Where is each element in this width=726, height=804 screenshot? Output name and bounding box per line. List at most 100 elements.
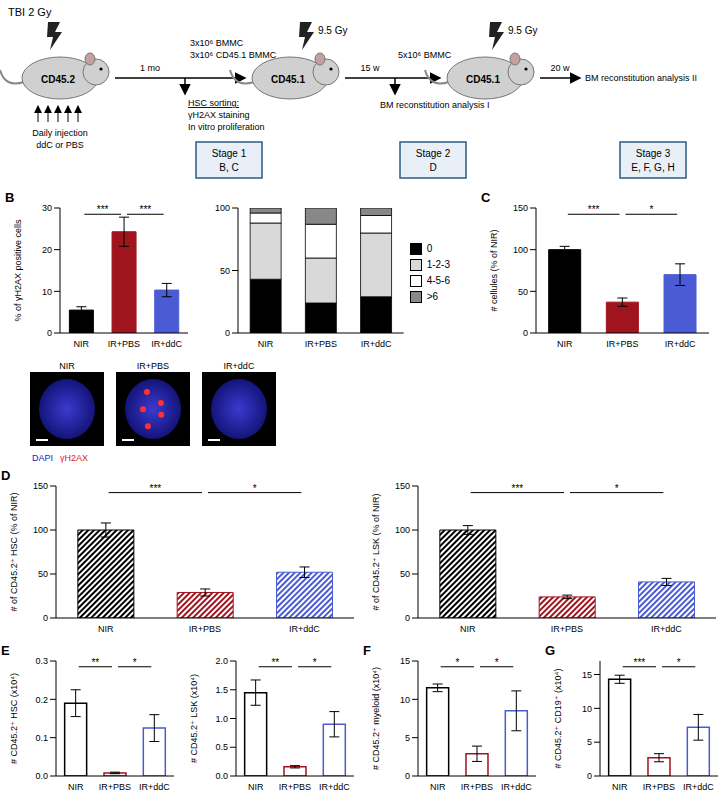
svg-text:γH2AX: γH2AX [60,453,88,463]
svg-text:Daily injection: Daily injection [32,128,88,138]
svg-text:100: 100 [215,203,230,213]
svg-text:50: 50 [38,569,48,579]
svg-text:DAPI: DAPI [32,453,53,463]
svg-text:TBI 2 Gy: TBI 2 Gy [8,6,52,18]
svg-text:NIR: NIR [68,782,84,792]
svg-text:***: *** [149,483,161,494]
svg-text:150: 150 [33,481,48,491]
svg-text:10: 10 [582,704,592,714]
svg-text:CD45.2: CD45.2 [41,74,75,85]
svg-text:***: *** [588,204,600,215]
svg-text:HSC sorting:: HSC sorting: [188,98,239,108]
svg-text:IR+PBS: IR+PBS [99,782,131,792]
svg-text:0: 0 [47,328,52,338]
svg-text:ddC or PBS: ddC or PBS [36,140,84,150]
svg-text:IR+ddC: IR+ddC [289,624,320,634]
svg-text:0.2: 0.2 [35,695,48,705]
svg-text:0.0: 0.0 [215,771,228,781]
svg-text:IR+PBS: IR+PBS [643,782,675,792]
svg-text:*: * [649,204,653,215]
svg-text:IR+PBS: IR+PBS [461,782,493,792]
svg-text:IR+PBS: IR+PBS [279,782,311,792]
svg-text:# CD45.2⁺ HSC (x10⁴): # CD45.2⁺ HSC (x10⁴) [9,673,19,764]
svg-text:% of γH2AX positive cells: % of γH2AX positive cells [13,219,23,322]
svg-text:# CD45.2⁺ CD19⁺ (x10⁴): # CD45.2⁺ CD19⁺ (x10⁴) [553,669,563,769]
svg-text:NIR: NIR [557,339,573,349]
svg-text:***: *** [633,657,645,668]
svg-text:15: 15 [582,670,592,680]
svg-text:0.1: 0.1 [35,733,48,743]
svg-text:100: 100 [395,525,410,535]
svg-text:IR+ddC: IR+ddC [151,339,182,349]
svg-text:BM reconstitution analysis II: BM reconstitution analysis II [585,73,697,83]
svg-text:3x10⁶ BMMC: 3x10⁶ BMMC [190,38,244,48]
svg-text:IR+ddC: IR+ddC [224,361,255,371]
svg-text:*: * [253,483,257,494]
svg-text:# CD45.2⁺ myeloid (x10⁴): # CD45.2⁺ myeloid (x10⁴) [371,667,381,770]
svg-text:NIR: NIR [248,782,264,792]
svg-text:50: 50 [220,266,230,276]
svg-text:**: ** [271,657,279,668]
svg-text:1 mo: 1 mo [140,63,160,73]
svg-text:2.0: 2.0 [215,656,228,666]
svg-text:15: 15 [400,656,410,666]
svg-text:Stage 1: Stage 1 [212,148,247,159]
svg-text:0: 0 [43,613,48,623]
svg-text:CD45.1: CD45.1 [466,74,500,85]
svg-text:***: *** [97,204,109,215]
svg-text:100: 100 [513,245,528,255]
svg-text:0: 0 [523,328,528,338]
svg-text:NIR: NIR [258,339,274,349]
svg-text:**: ** [91,657,99,668]
svg-text:# cellules (% of NIR): # cellules (% of NIR) [489,229,499,311]
svg-text:0.3: 0.3 [35,656,48,666]
svg-text:150: 150 [513,203,528,213]
svg-text:CD45.1: CD45.1 [271,74,305,85]
svg-text:150: 150 [395,481,410,491]
svg-text:IR+PBS: IR+PBS [189,624,221,634]
svg-text:E, F, G, H: E, F, G, H [631,162,674,173]
svg-text:30: 30 [42,203,52,213]
svg-text:*: * [133,657,137,668]
svg-text:IR+PBS: IR+PBS [137,361,169,371]
svg-text:100: 100 [33,525,48,535]
svg-text:Stage 3: Stage 3 [636,148,671,159]
svg-text:Stage 2: Stage 2 [416,148,451,159]
svg-text:γH2AX staining: γH2AX staining [188,110,250,120]
svg-text:5: 5 [587,737,592,747]
svg-text:0: 0 [405,771,410,781]
svg-text:50: 50 [518,287,528,297]
svg-text:3x10⁶ CD45.1 BMMC: 3x10⁶ CD45.1 BMMC [190,50,277,60]
svg-text:0: 0 [225,328,230,338]
svg-text:*: * [455,657,459,668]
svg-text:IR+PBS: IR+PBS [551,624,583,634]
svg-text:***: *** [511,483,523,494]
svg-text:IR+ddC: IR+ddC [139,782,170,792]
svg-text:1.0: 1.0 [215,714,228,724]
svg-text:NIR: NIR [59,361,75,371]
svg-text:NIR: NIR [98,624,114,634]
svg-text:15 w: 15 w [360,63,380,73]
svg-text:*: * [313,657,317,668]
svg-text:In vitro proliferation: In vitro proliferation [188,122,265,132]
svg-text:0: 0 [405,613,410,623]
svg-text:20 w: 20 w [550,63,570,73]
svg-text:5x10⁶ BMMC: 5x10⁶ BMMC [398,50,452,60]
svg-text:D: D [429,162,436,173]
svg-text:5: 5 [405,733,410,743]
svg-text:# of CD45.2⁺ HSC (% of NIR): # of CD45.2⁺ HSC (% of NIR) [9,493,19,612]
svg-text:10: 10 [400,695,410,705]
svg-text:*: * [615,483,619,494]
svg-text:NIR: NIR [612,782,628,792]
svg-text:20: 20 [42,245,52,255]
svg-text:*: * [495,657,499,668]
svg-text:NIR: NIR [74,339,90,349]
svg-text:9.5 Gy: 9.5 Gy [508,25,537,36]
svg-text:1.5: 1.5 [215,685,228,695]
svg-text:IR+ddC: IR+ddC [651,624,682,634]
svg-text:NIR: NIR [430,782,446,792]
svg-text:IR+ddC: IR+ddC [665,339,696,349]
svg-text:B, C: B, C [219,162,238,173]
svg-text:***: *** [139,204,151,215]
svg-text:IR+ddC: IR+ddC [683,782,714,792]
